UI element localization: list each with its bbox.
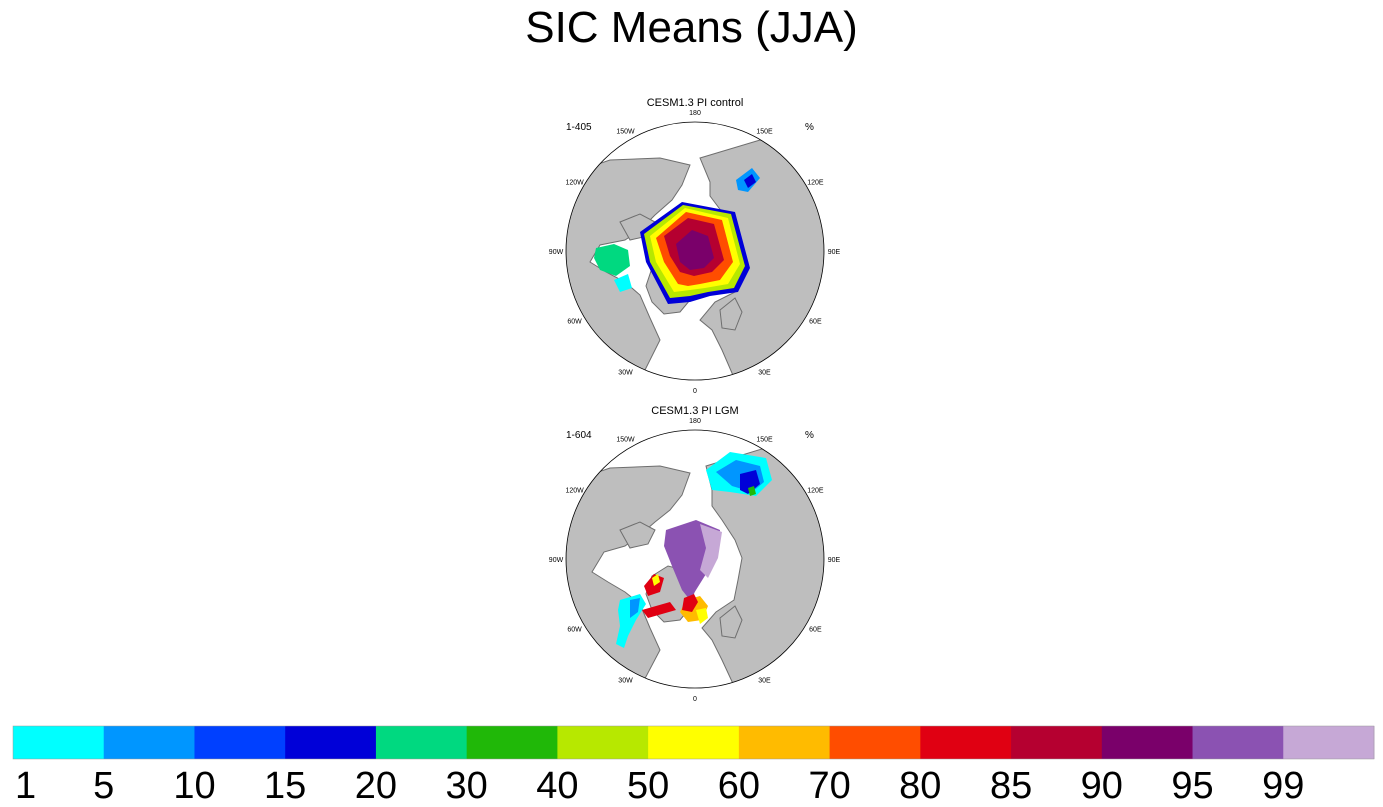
panel-2-ice-fram-50 bbox=[696, 608, 708, 624]
panel-2-ice-okhotsk-30 bbox=[748, 486, 756, 496]
panel-1-ice-hudson bbox=[594, 244, 630, 276]
panel-2-lon-label: 90W bbox=[549, 557, 564, 564]
panel-2-lon-label: 150W bbox=[616, 437, 635, 444]
colorbar-label: 85 bbox=[990, 765, 1032, 807]
panel-2-lon-labels: 180 150E 120E 90E 60E 30E 0 30W 60W 90W 120W 150W bbox=[549, 418, 841, 703]
panel-2-sea-ice bbox=[616, 452, 772, 648]
colorbar-swatches bbox=[13, 726, 1375, 759]
panel-1-title: CESM1.3 PI control bbox=[647, 97, 744, 109]
panel-2-ice-labrador-strip bbox=[642, 602, 676, 618]
panel-1-sea-ice bbox=[594, 168, 760, 304]
colorbar-label: 90 bbox=[1081, 765, 1123, 807]
colorbar-swatch bbox=[738, 726, 831, 759]
colorbar-label: 95 bbox=[1171, 765, 1213, 807]
colorbar: 1 5 10 15 20 30 40 50 60 70 80 85 90 95 99 bbox=[12, 725, 1375, 807]
panel-2-map bbox=[566, 430, 824, 688]
panel-1-lon-label: 150E bbox=[756, 129, 773, 136]
colorbar-swatch bbox=[1192, 726, 1284, 759]
colorbar-labels: 1 5 10 15 20 30 40 50 60 70 80 85 90 95 99 bbox=[15, 765, 1304, 807]
panel-2-ice-baffin-50 bbox=[652, 574, 660, 586]
panel-2: CESM1.3 PI LGM 1-604 % bbox=[549, 405, 841, 703]
panel-2-ice-atlantic-5 bbox=[630, 598, 640, 618]
panel-1-lon-label: 60E bbox=[809, 319, 822, 326]
panel-1-ice-90 bbox=[676, 230, 714, 270]
colorbar-swatch bbox=[466, 726, 558, 759]
panel-2-lon-label: 0 bbox=[693, 696, 697, 703]
panel-1: CESM1.3 PI control 1-405 % bbox=[549, 97, 841, 395]
colorbar-swatch bbox=[13, 726, 105, 759]
colorbar-label: 80 bbox=[899, 765, 941, 807]
panel-1-lon-label: 90E bbox=[828, 249, 841, 256]
colorbar-label: 40 bbox=[536, 765, 578, 807]
panel-2-lon-label: 120E bbox=[807, 488, 824, 495]
panel-2-lon-label: 60W bbox=[567, 627, 582, 634]
panel-2-lon-label: 150E bbox=[756, 437, 773, 444]
panel-2-boundary bbox=[565, 429, 825, 689]
panel-1-lon-label: 30W bbox=[618, 369, 633, 376]
colorbar-swatch bbox=[920, 726, 1012, 759]
colorbar-frame bbox=[12, 725, 1375, 760]
panel-1-ice-labrador bbox=[614, 274, 632, 292]
colorbar-swatch bbox=[1101, 726, 1194, 759]
panel-1-map bbox=[566, 122, 824, 380]
panel-1-lon-label: 180 bbox=[689, 110, 701, 117]
colorbar-swatch bbox=[285, 726, 377, 759]
panel-1-lon-labels: 180 150E 120E 90E 60E 30E 0 30W 60W 90W 120W 150W bbox=[549, 110, 841, 395]
panel-2-lon-label: 60E bbox=[809, 627, 822, 634]
panel-2-lon-label: 90E bbox=[828, 557, 841, 564]
panel-1-lon-label: 120E bbox=[807, 180, 824, 187]
colorbar-swatch bbox=[648, 726, 740, 759]
panel-2-lon-label: 30W bbox=[618, 677, 633, 684]
panel-1-lon-label: 0 bbox=[693, 388, 697, 395]
panel-2-units: % bbox=[805, 430, 814, 441]
colorbar-label: 60 bbox=[718, 765, 760, 807]
colorbar-label: 50 bbox=[627, 765, 669, 807]
panel-1-lon-label: 150W bbox=[616, 129, 635, 136]
colorbar-swatch bbox=[829, 726, 921, 759]
panel-2-title: CESM1.3 PI LGM bbox=[651, 405, 738, 417]
colorbar-swatch bbox=[1283, 726, 1375, 759]
colorbar-swatch bbox=[103, 726, 195, 759]
panel-1-lon-label: 30E bbox=[758, 369, 771, 376]
colorbar-label: 20 bbox=[355, 765, 397, 807]
colorbar-swatch bbox=[194, 726, 286, 759]
panel-2-ice-fram-80 bbox=[682, 594, 698, 612]
panel-1-ice-okhotsk-core bbox=[744, 174, 756, 188]
panel-1-lon-label: 90W bbox=[549, 249, 564, 256]
colorbar-swatch bbox=[375, 726, 468, 759]
panel-2-ice-okhotsk-15 bbox=[740, 470, 760, 494]
panel-2-ice-99 bbox=[700, 524, 722, 578]
panel-2-lon-label: 30E bbox=[758, 677, 771, 684]
colorbar-swatch bbox=[557, 726, 649, 759]
colorbar-label: 15 bbox=[264, 765, 306, 807]
panel-1-left-string: 1-405 bbox=[566, 122, 592, 133]
panel-2-lon-label: 180 bbox=[689, 418, 701, 425]
panel-1-lon-label: 60W bbox=[567, 319, 582, 326]
panel-1-land bbox=[566, 139, 824, 380]
panel-2-lon-label: 120W bbox=[565, 488, 584, 495]
colorbar-label: 30 bbox=[446, 765, 488, 807]
panel-1-units: % bbox=[805, 122, 814, 133]
colorbar-label: 1 bbox=[15, 765, 36, 807]
colorbar-swatch bbox=[1011, 726, 1103, 759]
colorbar-label: 99 bbox=[1262, 765, 1304, 807]
colorbar-label: 5 bbox=[93, 765, 114, 807]
colorbar-label: 70 bbox=[808, 765, 850, 807]
panel-1-lon-label: 120W bbox=[565, 180, 584, 187]
colorbar-label: 10 bbox=[173, 765, 215, 807]
panel-2-left-string: 1-604 bbox=[566, 430, 592, 441]
panel-1-boundary bbox=[565, 121, 825, 381]
figure-title: SIC Means (JJA) bbox=[525, 3, 858, 52]
